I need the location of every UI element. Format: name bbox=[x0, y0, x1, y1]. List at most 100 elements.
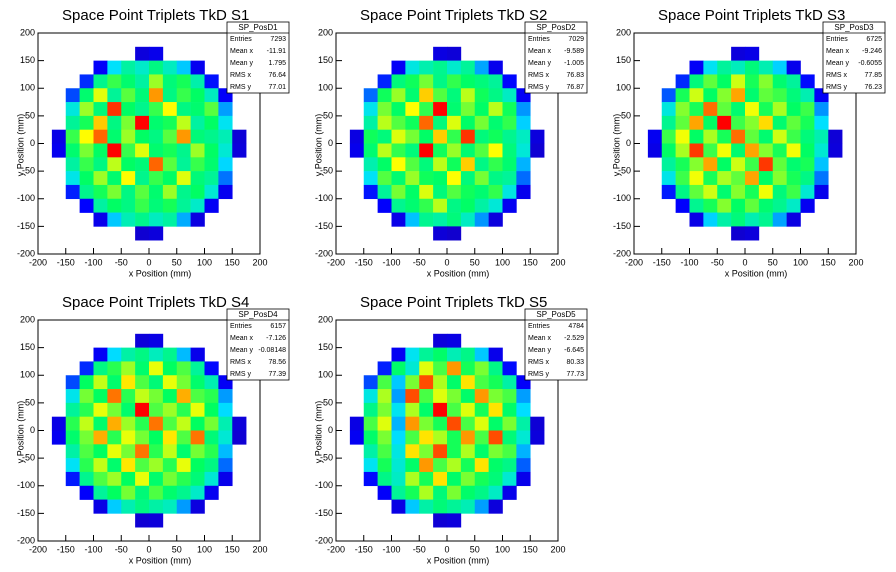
heatmap-cell bbox=[377, 157, 392, 172]
heatmap-cell bbox=[703, 129, 718, 144]
heatmap-cell bbox=[460, 102, 476, 117]
heatmap-cell bbox=[162, 74, 178, 89]
heatmap-cell bbox=[419, 102, 434, 117]
y-tick-label: -100 bbox=[17, 193, 35, 203]
y-tick-label: -50 bbox=[22, 166, 35, 176]
heatmap-cell bbox=[800, 129, 815, 144]
y-axis-label: y Position (mm) bbox=[611, 114, 621, 177]
y-tick-label: 50 bbox=[323, 110, 333, 120]
x-tick-label: -150 bbox=[57, 544, 75, 554]
heatmap-cell bbox=[703, 212, 718, 227]
heatmap-cell bbox=[502, 430, 517, 445]
heatmap-cell bbox=[703, 102, 718, 117]
heatmap-cell bbox=[786, 115, 801, 130]
y-tick-label: 150 bbox=[318, 342, 333, 352]
stats-label: Entries bbox=[528, 323, 550, 330]
heatmap-cell bbox=[405, 171, 420, 186]
heatmap-cell bbox=[107, 171, 122, 186]
heatmap-cell bbox=[162, 430, 178, 445]
heatmap-cell bbox=[204, 74, 219, 89]
heatmap-cell bbox=[731, 74, 746, 89]
heatmap-cell bbox=[149, 46, 164, 61]
chart-title: Space Point Triplets TkD S4 bbox=[62, 294, 249, 311]
heatmap-cell bbox=[419, 171, 434, 186]
heatmap-cell bbox=[121, 402, 136, 417]
heatmap-cell bbox=[502, 389, 517, 404]
heatmap-cell bbox=[661, 88, 676, 103]
heatmap-cell bbox=[516, 143, 531, 158]
heatmap-cell bbox=[502, 102, 517, 117]
heatmap-cell bbox=[162, 143, 178, 158]
x-tick-label: 50 bbox=[470, 257, 480, 267]
heatmap-cell bbox=[391, 485, 406, 500]
heatmap-cell bbox=[814, 129, 829, 144]
stats-label: RMS y bbox=[826, 84, 848, 91]
heatmap-cell bbox=[405, 115, 420, 130]
heatmap-cell bbox=[502, 129, 517, 144]
heatmap-cell bbox=[93, 88, 108, 103]
heatmap-cell bbox=[391, 347, 406, 362]
heatmap-cell bbox=[661, 115, 676, 130]
heatmap-cell bbox=[363, 88, 378, 103]
heatmap-cell bbox=[675, 74, 690, 89]
heatmap-cell bbox=[149, 143, 164, 158]
heatmap-cell bbox=[93, 143, 108, 158]
heatmap-cell bbox=[433, 430, 448, 445]
heatmap-cell bbox=[162, 402, 178, 417]
heatmap-cell bbox=[419, 60, 434, 75]
heatmap-cell bbox=[772, 60, 787, 75]
x-tick-label: -100 bbox=[680, 257, 698, 267]
heatmap-cell bbox=[447, 184, 462, 200]
heatmap-cell bbox=[447, 46, 462, 61]
x-tick-label: 0 bbox=[146, 544, 151, 554]
heatmap-cell bbox=[121, 361, 136, 376]
heatmap-cell bbox=[218, 143, 233, 158]
heatmap-cell bbox=[447, 333, 462, 348]
heatmap-cell bbox=[377, 143, 392, 158]
stats-label: Mean x bbox=[230, 335, 253, 342]
heatmap-cell bbox=[190, 171, 205, 186]
heatmap-cell bbox=[502, 361, 517, 376]
x-tick-label: -50 bbox=[413, 544, 426, 554]
heatmap-cell bbox=[772, 171, 787, 186]
heatmap-cell bbox=[391, 430, 406, 445]
heatmap-cell bbox=[786, 184, 801, 200]
heatmap-cell bbox=[474, 88, 489, 103]
heatmap-cell bbox=[93, 74, 108, 89]
heatmap-cell bbox=[433, 416, 448, 431]
y-tick-label: 50 bbox=[25, 110, 35, 120]
heatmap-cell bbox=[516, 430, 531, 445]
heatmap-cell bbox=[689, 143, 704, 158]
heatmap-cell bbox=[121, 430, 136, 445]
heatmap-cell bbox=[772, 184, 787, 200]
heatmap-cell bbox=[460, 375, 476, 390]
stats-label: RMS y bbox=[528, 371, 550, 378]
heatmap-cell bbox=[135, 458, 150, 473]
heatmap-cell bbox=[190, 102, 205, 117]
heatmap-cell bbox=[176, 115, 191, 130]
heatmap-cell bbox=[204, 198, 219, 213]
y-tick-label: 0 bbox=[30, 138, 35, 148]
heatmap-cell bbox=[474, 102, 489, 117]
heatmap-cell bbox=[107, 361, 122, 376]
heatmap-cell bbox=[405, 471, 420, 487]
heatmap-cell bbox=[204, 171, 219, 186]
heatmap-cell bbox=[377, 444, 392, 459]
x-axis-label: x Position (mm) bbox=[129, 555, 192, 565]
heatmap-cell bbox=[745, 115, 760, 130]
heatmap-cell bbox=[218, 129, 233, 144]
heatmap-cell bbox=[135, 115, 150, 130]
heatmap-cell bbox=[391, 129, 406, 144]
heatmap-cell bbox=[474, 444, 489, 459]
heatmap-cell bbox=[405, 361, 420, 376]
heatmap-cell bbox=[745, 46, 760, 61]
heatmap-cell bbox=[107, 102, 122, 117]
heatmap-cell bbox=[121, 375, 136, 390]
heatmap-cell bbox=[786, 157, 801, 172]
heatmap-cell bbox=[460, 430, 476, 445]
x-tick-label: -100 bbox=[84, 257, 102, 267]
heatmap-cell bbox=[675, 198, 690, 213]
heatmap-cell bbox=[162, 389, 178, 404]
heatmap-cell bbox=[405, 430, 420, 445]
heatmap-cell bbox=[377, 485, 392, 500]
